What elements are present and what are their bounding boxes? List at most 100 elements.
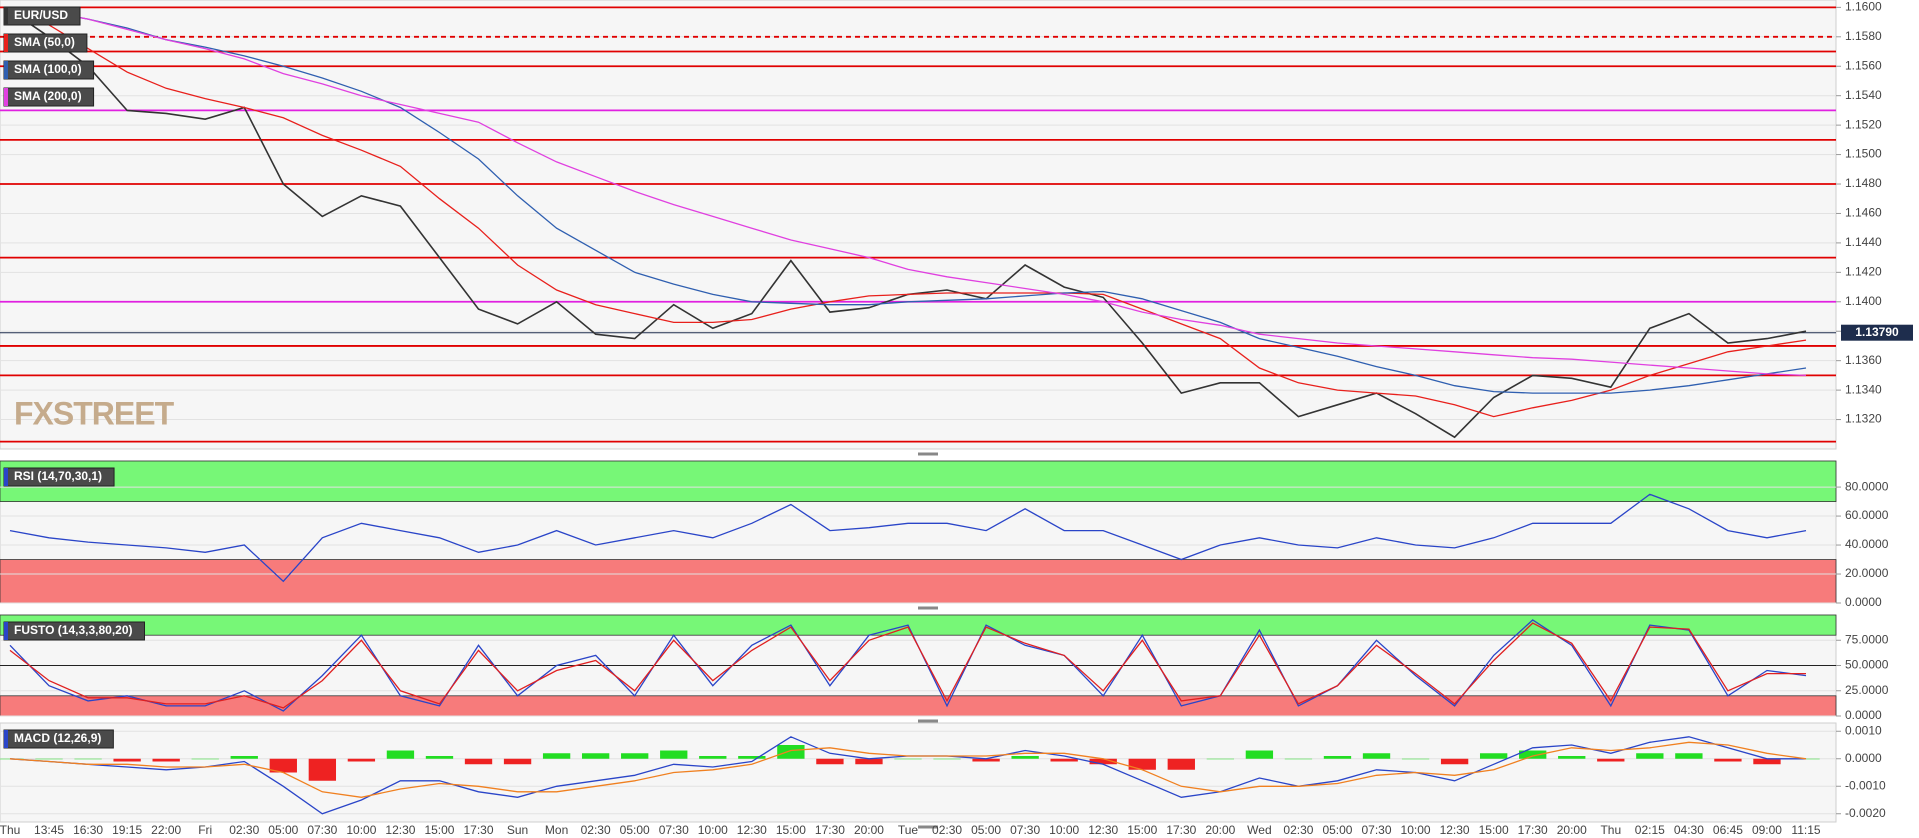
legend-label: SMA (200,0) <box>14 89 82 103</box>
histogram-bar <box>1401 758 1430 760</box>
histogram-bar <box>1440 758 1469 765</box>
histogram-bar <box>425 756 454 759</box>
legend-label: RSI (14,70,30,1) <box>14 469 102 483</box>
y-tick-label: 1.1500 <box>1845 147 1882 161</box>
x-tick-label: 11:15 <box>1791 823 1820 837</box>
y-tick-label: 1.1460 <box>1845 206 1882 220</box>
histogram-bar <box>1011 756 1039 759</box>
y-tick-label: 40.0000 <box>1845 537 1889 551</box>
legend-item: SMA (50,0) <box>3 33 88 53</box>
plot-area <box>0 722 1837 823</box>
x-tick-label: 05:00 <box>971 823 1001 837</box>
y-tick-label: -0.0010 <box>1845 778 1886 792</box>
x-tick-label: 20:00 <box>854 823 884 837</box>
x-tick-label: 12:30 <box>1088 823 1118 837</box>
histogram-bar <box>777 745 805 759</box>
x-tick-label: 13:45 <box>34 823 64 837</box>
last-price-label: 1.13790 <box>1855 325 1899 339</box>
y-tick-label: 1.1420 <box>1845 265 1882 279</box>
last-price-box <box>1841 324 1913 341</box>
histogram-bar <box>1206 758 1235 760</box>
x-tick-label: 05:00 <box>1322 823 1352 837</box>
x-tick-label: 10:00 <box>698 823 728 837</box>
histogram-bar <box>269 758 297 773</box>
histogram-bar <box>894 758 922 760</box>
series-line <box>9 6 1807 377</box>
legend-label: SMA (50,0) <box>14 35 75 49</box>
x-tick-label: 15:00 <box>1127 823 1157 837</box>
legend-item: MACD (12,26,9) <box>3 729 114 749</box>
y-tick-label: 1.1400 <box>1845 294 1882 308</box>
x-tick-label: 22:00 <box>151 823 181 837</box>
legend-label: FUSTO (14,3,3,80,20) <box>14 623 133 637</box>
series-line <box>9 14 1807 418</box>
histogram-bar <box>35 758 63 760</box>
histogram-bar <box>1597 758 1625 762</box>
histogram-bar <box>1089 758 1117 765</box>
series-line <box>9 741 1807 798</box>
y-tick-label: 1.1520 <box>1845 117 1882 131</box>
y-tick-label: 1.1320 <box>1845 412 1882 426</box>
x-tick-label: 02:30 <box>581 823 611 837</box>
x-tick-label: 10:00 <box>1401 823 1431 837</box>
x-tick-label: 17:30 <box>1166 823 1196 837</box>
x-tick-label: 07:30 <box>659 823 689 837</box>
y-tick-label: 1.1540 <box>1845 88 1882 102</box>
series-line <box>9 619 1807 712</box>
y-tick-label: 1.1440 <box>1845 235 1882 249</box>
histogram-bar <box>1284 758 1313 760</box>
x-tick-label: 19:15 <box>112 823 142 837</box>
histogram-bar <box>1714 758 1742 762</box>
x-tick-label: 09:00 <box>1752 823 1782 837</box>
histogram-bar <box>464 758 493 765</box>
x-tick-label: 10:00 <box>346 823 376 837</box>
legend-item: SMA (100,0) <box>3 60 95 80</box>
legend-item: SMA (200,0) <box>3 87 95 107</box>
x-tick-label: 20:00 <box>1205 823 1235 837</box>
y-tick-label: 0.0000 <box>1845 708 1882 722</box>
histogram-bar <box>933 758 961 760</box>
legend-item: EUR/USD <box>3 6 81 26</box>
x-tick-label: Sun <box>507 823 528 837</box>
watermark: FXSTREET <box>14 395 175 431</box>
histogram-bar <box>503 758 532 765</box>
histogram-bar <box>1362 753 1391 759</box>
histogram-bar <box>1128 758 1156 770</box>
x-tick-label: 05:00 <box>268 823 298 837</box>
x-tick-label: 02:30 <box>1283 823 1313 837</box>
y-tick-label: 80.0000 <box>1845 479 1889 493</box>
x-tick-label: Thu <box>0 823 20 837</box>
y-tick-label: 0.0010 <box>1845 723 1882 737</box>
x-tick-label: 15:00 <box>776 823 806 837</box>
x-tick-label: 02:15 <box>1635 823 1665 837</box>
histogram-bar <box>1558 756 1586 759</box>
x-tick-label: 15:00 <box>1479 823 1509 837</box>
y-tick-label: 1.1560 <box>1845 58 1882 72</box>
x-tick-label: 07:30 <box>307 823 337 837</box>
histogram-bar <box>972 758 1000 762</box>
histogram-bar <box>191 758 219 760</box>
y-tick-label: 50.0000 <box>1845 658 1889 672</box>
y-tick-label: 75.0000 <box>1845 632 1889 646</box>
legend-item: FUSTO (14,3,3,80,20) <box>3 621 145 641</box>
x-tick-label: 20:00 <box>1557 823 1587 837</box>
legend-swatch <box>4 7 8 25</box>
histogram-bar <box>1479 753 1508 759</box>
histogram-bar <box>1753 758 1781 765</box>
oversold-zone <box>0 559 1837 604</box>
legend-label: EUR/USD <box>14 8 68 22</box>
legend-swatch <box>4 730 8 748</box>
x-tick-label: Tue <box>898 823 919 837</box>
histogram-bar <box>738 756 766 759</box>
x-tick-label: 12:30 <box>737 823 767 837</box>
legend-swatch <box>4 88 8 106</box>
histogram-bar <box>542 753 571 759</box>
histogram-bar <box>816 758 844 765</box>
y-tick-label: 60.0000 <box>1845 508 1889 522</box>
series-line <box>9 6 1807 394</box>
x-tick-label: Thu <box>1600 823 1621 837</box>
histogram-bar <box>1519 750 1547 759</box>
series-line <box>9 622 1806 709</box>
